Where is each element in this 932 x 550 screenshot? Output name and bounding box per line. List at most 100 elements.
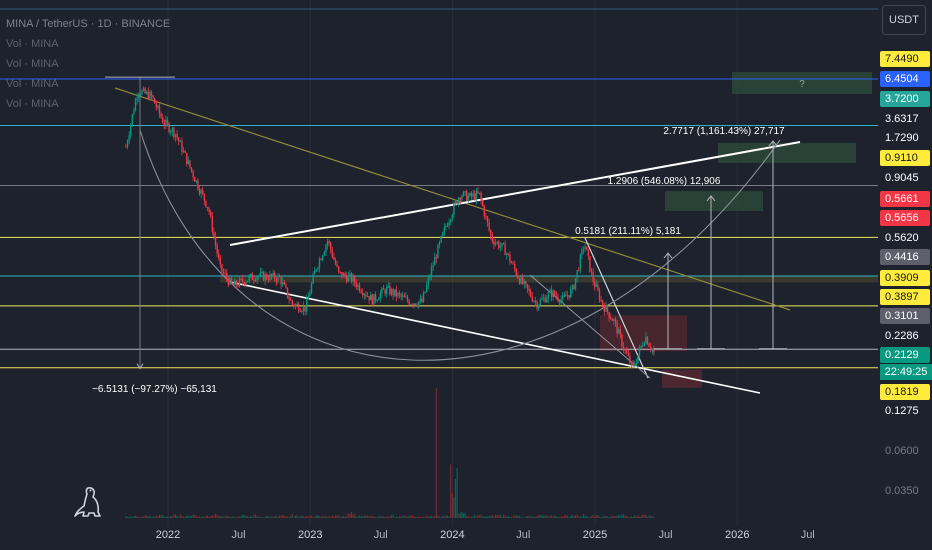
candle-body: [570, 288, 572, 298]
volume-bar: [541, 514, 543, 518]
volume-bar: [403, 515, 405, 518]
candle-body: [251, 273, 254, 280]
candle-body: [574, 278, 577, 290]
volume-bar: [554, 515, 556, 518]
volume-legend-3[interactable]: Vol · MINA: [6, 78, 59, 90]
volume-bar: [390, 514, 393, 518]
candle-body: [360, 291, 362, 293]
candle-body: [509, 254, 511, 262]
volume-bar: [362, 516, 364, 518]
candle-body: [301, 311, 303, 313]
volume-bar: [542, 515, 545, 518]
candle-body: [293, 304, 295, 307]
candle-body: [594, 281, 596, 287]
candle-body: [205, 200, 207, 208]
candle-body: [354, 276, 356, 284]
candle-body: [237, 285, 239, 287]
volume-bar: [251, 516, 253, 518]
volume-bar: [307, 516, 309, 518]
volume-bar: [478, 515, 481, 518]
candle-body: [514, 263, 516, 270]
volume-bar: [379, 516, 381, 518]
candle-body: [266, 274, 268, 279]
candle-body: [410, 304, 412, 306]
upper-wedge-line: [229, 141, 801, 246]
volume-bar: [141, 516, 143, 518]
candle-body: [160, 113, 162, 118]
price-label-14: 0.2286: [880, 328, 930, 344]
volume-bar: [280, 515, 282, 518]
candle-body: [413, 303, 415, 306]
candle-body: [349, 273, 351, 276]
candle-body: [523, 281, 526, 284]
time-tick-0: 2022: [155, 529, 181, 541]
volume-bar: [382, 516, 385, 518]
volume-bar: [437, 515, 439, 518]
candle-body: [195, 180, 198, 182]
volume-bar: [515, 515, 517, 518]
candle-body: [566, 295, 569, 297]
time-tick-6: 2025: [582, 529, 608, 541]
volume-bar: [446, 515, 449, 518]
currency-button[interactable]: USDT: [882, 5, 926, 35]
volume-bar: [298, 516, 300, 518]
volume-bar: [302, 516, 305, 518]
volume-bar: [333, 516, 335, 518]
time-axis[interactable]: 2022 Jul 2023 Jul 2024 Jul 2025 Jul 2026 Jul: [0, 526, 878, 550]
volume-legend-4[interactable]: Vol · MINA: [6, 98, 59, 110]
volume-bar: [261, 517, 263, 518]
candle-body: [584, 246, 586, 250]
candle-body: [608, 311, 610, 318]
volume-bar: [427, 516, 429, 518]
volume-bar: [200, 516, 202, 518]
candle-body: [432, 265, 434, 268]
candle-body: [454, 201, 457, 204]
symbol-title[interactable]: MINA / TetherUS · 1D · BINANCE: [6, 18, 171, 30]
candle-body: [595, 284, 598, 287]
volume-bar: [254, 514, 257, 518]
candle-body: [427, 277, 430, 285]
volume-bar: [509, 517, 511, 518]
volume-bar: [213, 515, 215, 518]
volume-bar: [299, 516, 301, 518]
time-tick-2: 2023: [297, 529, 323, 541]
candle-body: [438, 241, 441, 245]
candle-body: [494, 242, 497, 245]
candle-body: [338, 266, 340, 272]
volume-bar: [378, 516, 380, 518]
candle-body: [286, 287, 289, 298]
candle-body: [394, 289, 396, 296]
volume-legend-1[interactable]: Vol · MINA: [6, 38, 59, 50]
volume-bar: [157, 516, 159, 518]
volume-bar: [544, 515, 546, 518]
volume-bar: [440, 516, 442, 518]
volume-bar: [342, 515, 345, 518]
volume-bar: [485, 516, 487, 518]
volume-bar: [584, 516, 586, 518]
candle-body: [230, 277, 233, 284]
candle-body: [306, 298, 308, 312]
price-label-1: 6.4504: [880, 71, 930, 87]
price-scale[interactable]: 7.4490 6.4504 3.7200 3.6317 1.7290 0.9110 0.90…: [878, 36, 932, 526]
candle-body: [488, 222, 490, 231]
volume-bar: [635, 516, 637, 518]
volume-bar: [296, 515, 298, 518]
candle-body: [342, 273, 345, 278]
volume-bar: [586, 515, 588, 518]
candle-body: [258, 275, 260, 277]
candle-body: [627, 353, 630, 357]
candle-body: [126, 141, 129, 147]
volume-bar: [330, 516, 332, 518]
candle-body: [206, 207, 209, 209]
volume-legend-2[interactable]: Vol · MINA: [6, 58, 59, 70]
candle-body: [611, 318, 614, 321]
volume-bar: [174, 514, 177, 518]
candle-body: [147, 91, 150, 100]
price-label-10: 0.4416: [880, 249, 930, 265]
candle-body: [194, 177, 196, 182]
time-tick-9: Jul: [800, 529, 815, 541]
volume-bar: [347, 512, 349, 518]
candle-body: [307, 296, 310, 299]
candle-body: [638, 347, 641, 356]
